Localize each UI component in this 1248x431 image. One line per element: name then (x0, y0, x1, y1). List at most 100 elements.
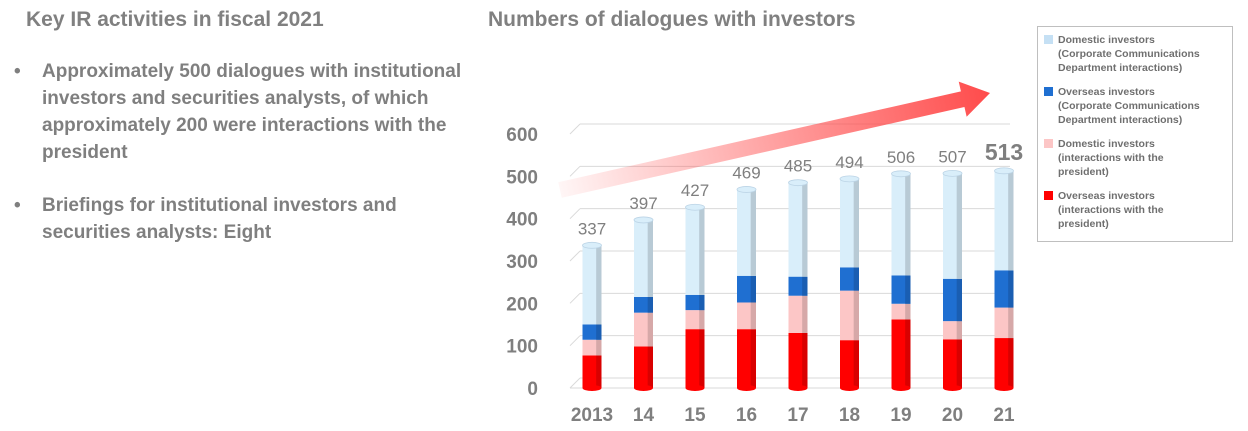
bar-segment-shade (853, 290, 859, 341)
bar-segment-shade (750, 302, 756, 330)
bar-segment-shade (956, 278, 962, 322)
bar-segment-shade (802, 332, 808, 388)
ir-activities-list: • Approximately 500 dialogues with insti… (14, 58, 474, 246)
bar-top-cap (994, 167, 1014, 175)
bar-bottom-cap (840, 385, 859, 391)
bar-bottom-cap (685, 385, 705, 391)
bar-top-cap (736, 186, 757, 193)
chart-legend: Domestic investors (Corporate Communicat… (1037, 26, 1233, 242)
x-tick-label: 20 (942, 405, 963, 426)
x-tick-label: 17 (787, 405, 808, 426)
bar-segment-shade (1008, 170, 1014, 271)
bar-segment-shade (647, 296, 653, 313)
bar-segment-shade (699, 207, 705, 295)
legend-label: Department interactions) (1058, 62, 1183, 74)
bar-total-label: 506 (887, 148, 915, 167)
bar-segment-shade (699, 294, 705, 311)
x-tick-label: 16 (736, 405, 757, 426)
bar-segment-shade (905, 303, 911, 320)
legend-label: president) (1058, 166, 1109, 178)
bar-segment-shade (596, 355, 602, 388)
grid-line (569, 123, 581, 135)
bar-segment-shade (905, 275, 911, 304)
bar-top-cap (685, 203, 705, 211)
label-group: 337 2013 397 14 427 15 469 16 485 17 494 18 506 19 507… (571, 139, 1023, 426)
legend-label: Domestic investors (1058, 34, 1155, 46)
bar-segment-shade (596, 245, 602, 325)
y-tick-label: 600 (506, 125, 538, 146)
bar-bottom-cap (582, 385, 602, 391)
bar-segment-shade (750, 329, 756, 388)
y-tick-label: 100 (506, 337, 538, 358)
x-tick-label: 14 (633, 405, 655, 426)
bar-bottom-cap (788, 385, 808, 391)
bar-top-cap (582, 241, 602, 249)
bullet-dot: • (14, 61, 21, 82)
bar-segment-shade (647, 346, 653, 388)
legend-item-domestic-ccd: Domestic investors (Corporate Communicat… (1044, 33, 1228, 75)
bar-total-label: 337 (578, 219, 606, 238)
legend-label: (interactions with the (1058, 152, 1164, 164)
legend-label: (Corporate Communications (1058, 48, 1200, 60)
x-tick-label: 18 (839, 405, 860, 426)
bar-total-label: 507 (938, 147, 966, 166)
grid-line (569, 208, 581, 220)
bar-total-label: 494 (835, 153, 863, 172)
bar-top-cap (942, 169, 963, 177)
bar-segment-shade (905, 319, 911, 388)
bar-segment-shade (1008, 338, 1014, 388)
bar-top-cap (839, 175, 860, 183)
legend-label: Overseas investors (1058, 190, 1155, 202)
left-panel-title: Key IR activities in fiscal 2021 (26, 8, 324, 31)
bar-top-cap (788, 179, 808, 187)
bar-segment-shade (802, 182, 808, 277)
grid-line (569, 292, 581, 304)
bullet-dialogues: • Approximately 500 dialogues with insti… (14, 58, 474, 166)
legend-label: Overseas investors (1058, 86, 1155, 98)
bar-segment-shade (956, 321, 962, 340)
bar-segment-shade (647, 312, 653, 347)
trend-arrow-body (558, 81, 990, 198)
legend-label: (Corporate Communications (1058, 100, 1200, 112)
bar-segment-shade (699, 310, 705, 330)
legend-swatch (1044, 87, 1053, 96)
bar-segment-shade (596, 324, 602, 340)
chart-title: Numbers of dialogues with investors (488, 8, 856, 31)
legend-swatch (1044, 191, 1053, 200)
legend-item-overseas-president: Overseas investors (interactions with th… (1044, 189, 1228, 231)
bullet-text: Briefings for institutional investors an… (42, 195, 397, 243)
x-tick-label: 2013 (571, 405, 613, 426)
bar-segment-shade (956, 173, 962, 279)
y-tick-label: 300 (506, 252, 538, 273)
bar-top-cap (633, 216, 654, 224)
bar-bottom-cap (634, 385, 653, 391)
legend-swatch (1044, 35, 1053, 44)
grid-line (569, 377, 581, 389)
y-tick-label: 200 (506, 294, 538, 315)
bar-segment-shade (1008, 307, 1014, 339)
bar-group (582, 167, 1014, 391)
y-tick-label: 500 (506, 167, 538, 188)
bar-bottom-cap (994, 385, 1014, 391)
y-tick-label: 400 (506, 210, 538, 231)
bar-segment-shade (853, 267, 859, 291)
stacked-bar-chart: 0 100 200 300 400 500 600 337 2013 397 14 427 15 469… (506, 81, 1023, 426)
bar-segment-shade (853, 178, 859, 268)
trend-arrow-shape (558, 81, 990, 198)
legend-item-domestic-president: Domestic investors (interactions with th… (1044, 137, 1228, 179)
bar-segment-shade (596, 339, 602, 356)
bullet-text: Approximately 500 dialogues with institu… (42, 61, 462, 163)
bar-segment-shade (1008, 270, 1014, 308)
bar-total-label: 485 (784, 157, 812, 176)
bar-total-label: 513 (985, 139, 1023, 165)
legend-label: Domestic investors (1058, 138, 1155, 150)
legend-label: president) (1058, 218, 1109, 230)
grid-line (569, 165, 581, 177)
x-tick-label: 19 (890, 405, 911, 426)
bar-bottom-cap (943, 385, 962, 391)
bar-segment-shade (750, 189, 756, 276)
bar-segment-shade (853, 340, 859, 388)
legend-item-overseas-ccd: Overseas investors (Corporate Communicat… (1044, 85, 1228, 127)
bar-total-label: 427 (681, 181, 709, 200)
bar-segment-shade (647, 219, 653, 297)
